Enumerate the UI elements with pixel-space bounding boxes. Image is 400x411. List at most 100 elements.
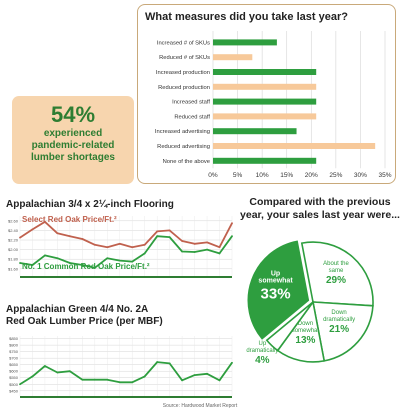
y-tick-label: $550: [9, 375, 19, 380]
data-point: [44, 254, 46, 257]
y-tick-label: $500: [9, 382, 19, 387]
data-point: [19, 383, 21, 386]
series-line: [19, 361, 233, 386]
bar: [213, 143, 376, 149]
data-point: [218, 379, 221, 382]
data-point: [31, 375, 34, 378]
data-point: [93, 266, 96, 269]
bar-category-label: Reduced production: [158, 85, 210, 91]
data-point: [168, 362, 171, 365]
pie-slice: [312, 301, 374, 362]
data-point: [44, 220, 46, 223]
flooring-chart-title: Appalachian 3/4 x 2¼-inch Flooring: [6, 199, 174, 210]
data-point: [218, 246, 221, 249]
pie-slice-label: somewhat: [258, 278, 293, 285]
x-tick-label: 30%: [354, 172, 367, 179]
y-tick-label: $1.80: [8, 257, 19, 262]
y-tick-label: $700: [9, 356, 19, 361]
pie-slice-value: 13%: [295, 335, 315, 346]
bar-category-label: Increased advertising: [155, 129, 210, 135]
y-tick-label: $850: [9, 336, 19, 341]
data-point: [68, 370, 71, 373]
data-point: [231, 235, 233, 238]
lumber-chart-title-line2: Red Oak Lumber Price (per MBF): [6, 316, 163, 327]
data-point: [206, 241, 208, 244]
bar-category-label: Reduced staff: [174, 114, 210, 120]
pie-slice-value: 4%: [255, 355, 270, 366]
bar: [213, 39, 277, 46]
pie-slice-label: Down: [298, 321, 313, 327]
data-point: [106, 257, 109, 260]
bar: [213, 54, 253, 61]
data-point: [56, 232, 59, 235]
measures-chart-panel: What measures did you take last year? 0%…: [137, 4, 396, 184]
y-tick-label: $800: [9, 343, 19, 348]
bar: [213, 69, 317, 75]
data-point: [68, 235, 71, 238]
pie-slice-label: Down: [331, 310, 346, 316]
pie-slice-value: 21%: [329, 324, 349, 335]
data-point: [93, 243, 96, 246]
series-line: [19, 235, 233, 269]
stat-value: 54%: [50, 102, 96, 127]
y-tick-label: $2.60: [8, 218, 19, 223]
data-point: [193, 374, 196, 377]
data-point: [181, 379, 184, 382]
data-point: [81, 238, 84, 240]
bar-category-label: Reduced advertising: [157, 144, 210, 150]
bar: [213, 98, 317, 105]
x-tick-label: 15%: [280, 172, 293, 179]
measures-chart-title: What measures did you take last year?: [145, 11, 348, 23]
data-point: [143, 252, 146, 255]
pie-slice: [265, 301, 314, 352]
y-tick-label: $2.00: [8, 247, 19, 252]
pie-slice-label: dramatically: [246, 348, 278, 354]
data-point: [19, 236, 21, 239]
data-point: [156, 235, 159, 238]
bar-category-label: Increased staff: [172, 100, 210, 106]
bar-category-label: Increased production: [156, 70, 210, 76]
series-line: [19, 220, 233, 249]
data-point: [118, 242, 121, 245]
measures-chart: 0% 5% 10% 15% 20% 25% 30% 35% Increased # of SKU…: [155, 31, 392, 179]
stat-caption: experienced pandemic-related lumber shor…: [31, 128, 115, 163]
y-tick-label: $2.40: [8, 228, 19, 233]
data-point: [44, 365, 46, 367]
data-point: [143, 375, 146, 378]
y-tick-label: $450: [9, 388, 19, 393]
y-tick-label: $2.20: [8, 238, 19, 243]
data-point: [218, 252, 221, 255]
data-point: [156, 361, 159, 363]
data-point: [193, 251, 196, 253]
x-tick-label: 25%: [329, 172, 342, 179]
data-point: [19, 262, 21, 264]
pie-slice-value: 33%: [261, 286, 291, 303]
x-tick-label: 0%: [208, 172, 218, 179]
legend-common-red-oak: No. 1 Common Red Oak Price/Ft.²: [22, 262, 150, 271]
pie-slice-label: same: [329, 268, 344, 274]
bar: [213, 157, 317, 164]
y-tick-label: $650: [9, 362, 19, 367]
y-tick-label: $600: [9, 369, 19, 374]
data-point: [156, 230, 159, 233]
pie-slice-label: About the: [323, 261, 349, 267]
y-tick-label: $750: [9, 349, 19, 354]
data-point: [168, 229, 171, 232]
data-point: [31, 228, 34, 231]
bar-category-label: None of the above: [163, 159, 210, 165]
pie-slice-value: 29%: [326, 275, 346, 286]
data-point: [168, 236, 171, 239]
lumber-price-chart: $850 $800$750 $700$650 $600$550 $500$450 Appa…: [6, 304, 233, 398]
data-point: [106, 378, 109, 381]
data-point: [181, 250, 184, 253]
x-tick-label: 5%: [233, 172, 243, 179]
flooring-price-chart: $2.60 $2.40 $2.20 $2.00 $1.80 $1.60 Appalachia…: [6, 199, 233, 278]
sales-comparison-pie: About thesame29%Downdramatically21%Downs…: [246, 240, 374, 366]
pie-slice-label: dramatically: [323, 317, 355, 323]
data-point: [93, 378, 96, 381]
data-point: [193, 242, 196, 245]
pie-slice: [247, 240, 310, 340]
bar: [213, 83, 317, 90]
source-note: Source: Hardwood Market Report: [162, 403, 238, 409]
data-point: [118, 381, 121, 384]
